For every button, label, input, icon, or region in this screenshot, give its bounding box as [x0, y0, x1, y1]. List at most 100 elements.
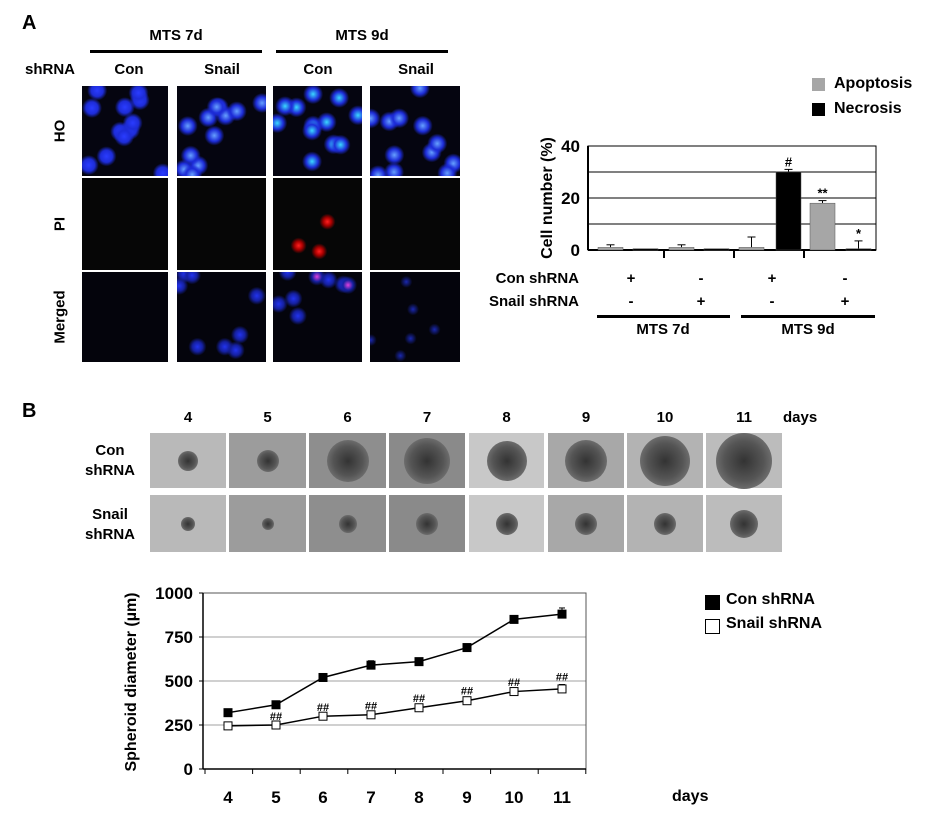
group-line	[597, 315, 730, 318]
micrograph-ho-snail	[370, 86, 460, 176]
day-label: 10	[656, 409, 674, 426]
data-point	[414, 657, 424, 667]
y-tick-label: 0	[571, 241, 580, 260]
day-label: 6	[343, 409, 352, 426]
micrograph-merged-con	[82, 272, 168, 362]
spheroid-image-con-day-10	[627, 433, 703, 488]
x-tick-label: 4	[223, 788, 233, 807]
spheroid-image-snail-day-9	[548, 495, 624, 552]
significance-mark: ##	[317, 702, 329, 714]
spheroid	[640, 435, 690, 486]
spheroid	[495, 512, 518, 535]
condition-sign: +	[626, 270, 636, 287]
group-line-mts7d	[90, 50, 262, 53]
legend-necrosis: Necrosis	[834, 100, 902, 117]
condition-row-label: Con shRNA	[495, 270, 579, 287]
day-label: 4	[183, 409, 193, 426]
row-label-snail: Snail shRNA	[84, 506, 135, 543]
micrograph-pi-con	[82, 178, 168, 270]
data-point	[223, 721, 233, 731]
spheroid-image-con-day-9	[548, 433, 624, 488]
micrograph-ho-con	[273, 86, 362, 176]
spheroid	[256, 449, 279, 472]
data-point	[509, 614, 519, 624]
data-point	[462, 643, 472, 653]
bar-apoptosis	[738, 247, 765, 251]
spheroid-image-snail-day-4	[150, 495, 226, 552]
bar-apoptosis	[597, 247, 624, 251]
data-point	[366, 710, 376, 720]
micrograph-pi-snail	[370, 178, 460, 270]
condition-row-label: Snail shRNA	[488, 293, 579, 310]
condition-sign: -	[769, 293, 775, 310]
y-tick-label: 20	[561, 189, 580, 208]
bar-necrosis	[845, 248, 872, 251]
series-line-snail	[227, 688, 563, 727]
condition-sign: +	[696, 293, 706, 310]
group-line-mts9d	[276, 50, 448, 53]
spheroid-image-snail-day-8	[469, 495, 544, 552]
series-line-con	[227, 613, 563, 714]
spheroid	[261, 517, 274, 530]
spheroid-image-con-day-5	[229, 433, 306, 488]
data-point	[318, 672, 328, 682]
line-chart-xlabel: days	[672, 788, 709, 805]
group-label-mts9d: MTS 9d	[335, 27, 389, 44]
legend-marker-con	[705, 595, 720, 610]
spheroid	[181, 516, 195, 531]
column-label: Con	[303, 61, 333, 78]
spheroid-image-con-day-6	[309, 433, 386, 488]
micrograph-merged-snail	[370, 272, 460, 362]
spheroid-image-snail-day-11	[706, 495, 782, 552]
x-tick-label: 5	[271, 788, 280, 807]
spheroid	[416, 512, 438, 535]
bar-necrosis	[703, 248, 730, 251]
group-line	[741, 315, 875, 318]
spheroid	[486, 440, 527, 481]
spheroid	[404, 437, 450, 484]
spheroid	[326, 439, 369, 482]
bar-apoptosis	[809, 202, 836, 251]
data-point	[271, 700, 281, 710]
micrograph-ho-con	[82, 86, 168, 176]
micrograph-pi-con	[273, 178, 362, 270]
condition-sign: -	[628, 293, 634, 310]
data-point	[223, 708, 233, 718]
x-tick-label: 9	[462, 788, 471, 807]
y-tick-label: 40	[561, 137, 580, 156]
column-label: Snail	[204, 61, 240, 78]
data-point	[271, 720, 281, 730]
micrograph-merged-snail	[177, 272, 266, 362]
bar-necrosis	[775, 171, 802, 251]
x-tick-label: 11	[553, 788, 571, 807]
spheroid-image-con-day-8	[469, 433, 544, 488]
spheroid-image-snail-day-7	[389, 495, 465, 552]
group-label-mts7d: MTS 7d	[149, 27, 203, 44]
y-tick-label: 250	[165, 716, 193, 735]
y-tick-label: 0	[184, 760, 193, 779]
condition-sign: -	[698, 270, 704, 287]
significance-mark: ##	[556, 672, 568, 684]
condition-sign: +	[840, 293, 850, 310]
condition-sign: -	[842, 270, 848, 287]
micrograph-pi-snail	[177, 178, 266, 270]
spheroid-image-snail-day-6	[309, 495, 386, 552]
legend-swatch-necrosis	[812, 103, 825, 116]
significance-mark: *	[856, 226, 862, 241]
significance-mark: ##	[413, 693, 425, 705]
x-tick-label: 8	[414, 788, 423, 807]
day-label: 8	[502, 409, 511, 426]
day-label: 9	[581, 409, 591, 426]
days-label: days	[783, 409, 818, 426]
spheroid-image-con-day-4	[150, 433, 226, 488]
x-tick-label: 6	[318, 788, 327, 807]
data-point	[557, 684, 567, 694]
spheroid	[575, 512, 597, 535]
x-tick-label: 10	[505, 788, 524, 807]
day-label: 5	[263, 409, 272, 426]
significance-mark: ##	[508, 677, 520, 689]
spheroid	[716, 432, 772, 489]
shrna-label: shRNA	[25, 61, 76, 78]
micrograph-ho-snail	[177, 86, 266, 176]
